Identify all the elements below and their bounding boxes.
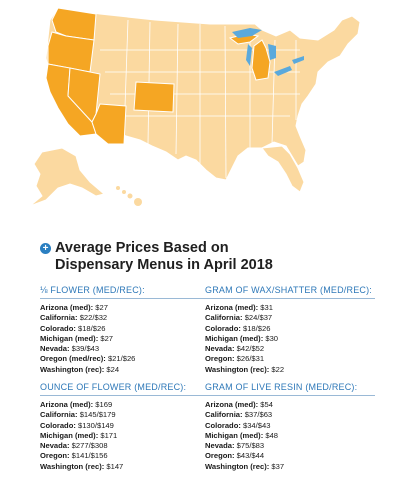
wax-shatter-section: GRAM OF WAX/SHATTER (MED/REC): Arizona (… — [205, 285, 375, 375]
price-row: Arizona (med): $54 — [205, 400, 273, 409]
state-arizona — [91, 103, 127, 145]
price-row: Oregon: $141/$156 — [40, 451, 108, 461]
map-hawaii — [116, 186, 142, 206]
us-map — [29, 7, 361, 207]
wax-shatter-rows: Arizona (med): $31 California: $24/$37 C… — [205, 303, 375, 375]
wax-shatter-title: GRAM OF WAX/SHATTER (MED/REC): — [205, 285, 375, 299]
plus-circle-icon: + — [40, 243, 51, 254]
price-row: Oregon: $43/$44 — [205, 451, 265, 461]
heading-line-1: Average Prices Based on — [55, 240, 229, 256]
price-row: Nevada: $75/$83 — [205, 441, 265, 451]
price-row: Washington (rec): $37 — [205, 461, 285, 471]
price-row: Oregon (med/rec): $21/$26 — [40, 354, 136, 364]
map-florida — [261, 145, 305, 193]
price-row: Washington (rec): $22 — [205, 364, 285, 374]
ounce-flower-title: OUNCE OF FLOWER (MED/REC): — [40, 382, 210, 396]
section-heading: + Average Prices Based on Dispensary Men… — [40, 240, 273, 274]
price-row: Michigan (med): $27 — [40, 333, 114, 343]
live-resin-section: GRAM OF LIVE RESIN (MED/REC): Arizona (m… — [205, 382, 375, 472]
price-row: California: $145/$179 — [40, 410, 116, 420]
heading-line-2: Dispensary Menus in April 2018 — [55, 257, 273, 273]
price-row: Nevada: $277/$308 — [40, 441, 108, 451]
ounce-flower-section: OUNCE OF FLOWER (MED/REC): Arizona (med)… — [40, 382, 210, 472]
price-row: Washington (rec): $147 — [40, 461, 124, 471]
price-row: Arizona (med): $31 — [205, 303, 273, 312]
price-row: Michigan (med): $48 — [205, 430, 279, 440]
price-row: California: $37/$63 — [205, 410, 273, 420]
price-row: California: $24/$37 — [205, 313, 273, 323]
eighth-flower-title: ⅛ FLOWER (MED/REC): — [40, 285, 210, 299]
state-colorado — [133, 81, 175, 113]
price-row: Colorado: $18/$26 — [205, 323, 271, 333]
ounce-flower-rows: Arizona (med): $169 California: $145/$17… — [40, 400, 210, 472]
eighth-flower-section: ⅛ FLOWER (MED/REC): Arizona (med): $27 C… — [40, 285, 210, 375]
price-row: California: $22/$32 — [40, 313, 108, 323]
price-row: Oregon: $26/$31 — [205, 354, 265, 364]
price-row: Michigan (med): $171 — [40, 430, 118, 440]
eighth-flower-rows: Arizona (med): $27 California: $22/$32 C… — [40, 303, 210, 375]
state-michigan — [251, 39, 271, 81]
price-row: Colorado: $130/$149 — [40, 420, 114, 430]
price-row: Colorado: $34/$43 — [205, 420, 271, 430]
live-resin-title: GRAM OF LIVE RESIN (MED/REC): — [205, 382, 375, 396]
price-row: Arizona (med): $169 — [40, 400, 113, 409]
price-row: Washington (rec): $24 — [40, 364, 120, 374]
price-row: Nevada: $39/$43 — [40, 344, 100, 354]
price-row: Arizona (med): $27 — [40, 303, 108, 312]
map-alaska — [29, 147, 106, 207]
price-row: Colorado: $18/$26 — [40, 323, 106, 333]
price-row: Nevada: $42/$52 — [205, 344, 265, 354]
great-lakes — [232, 28, 304, 76]
price-row: Michigan (med): $30 — [205, 333, 279, 343]
live-resin-rows: Arizona (med): $54 California: $37/$63 C… — [205, 400, 375, 472]
